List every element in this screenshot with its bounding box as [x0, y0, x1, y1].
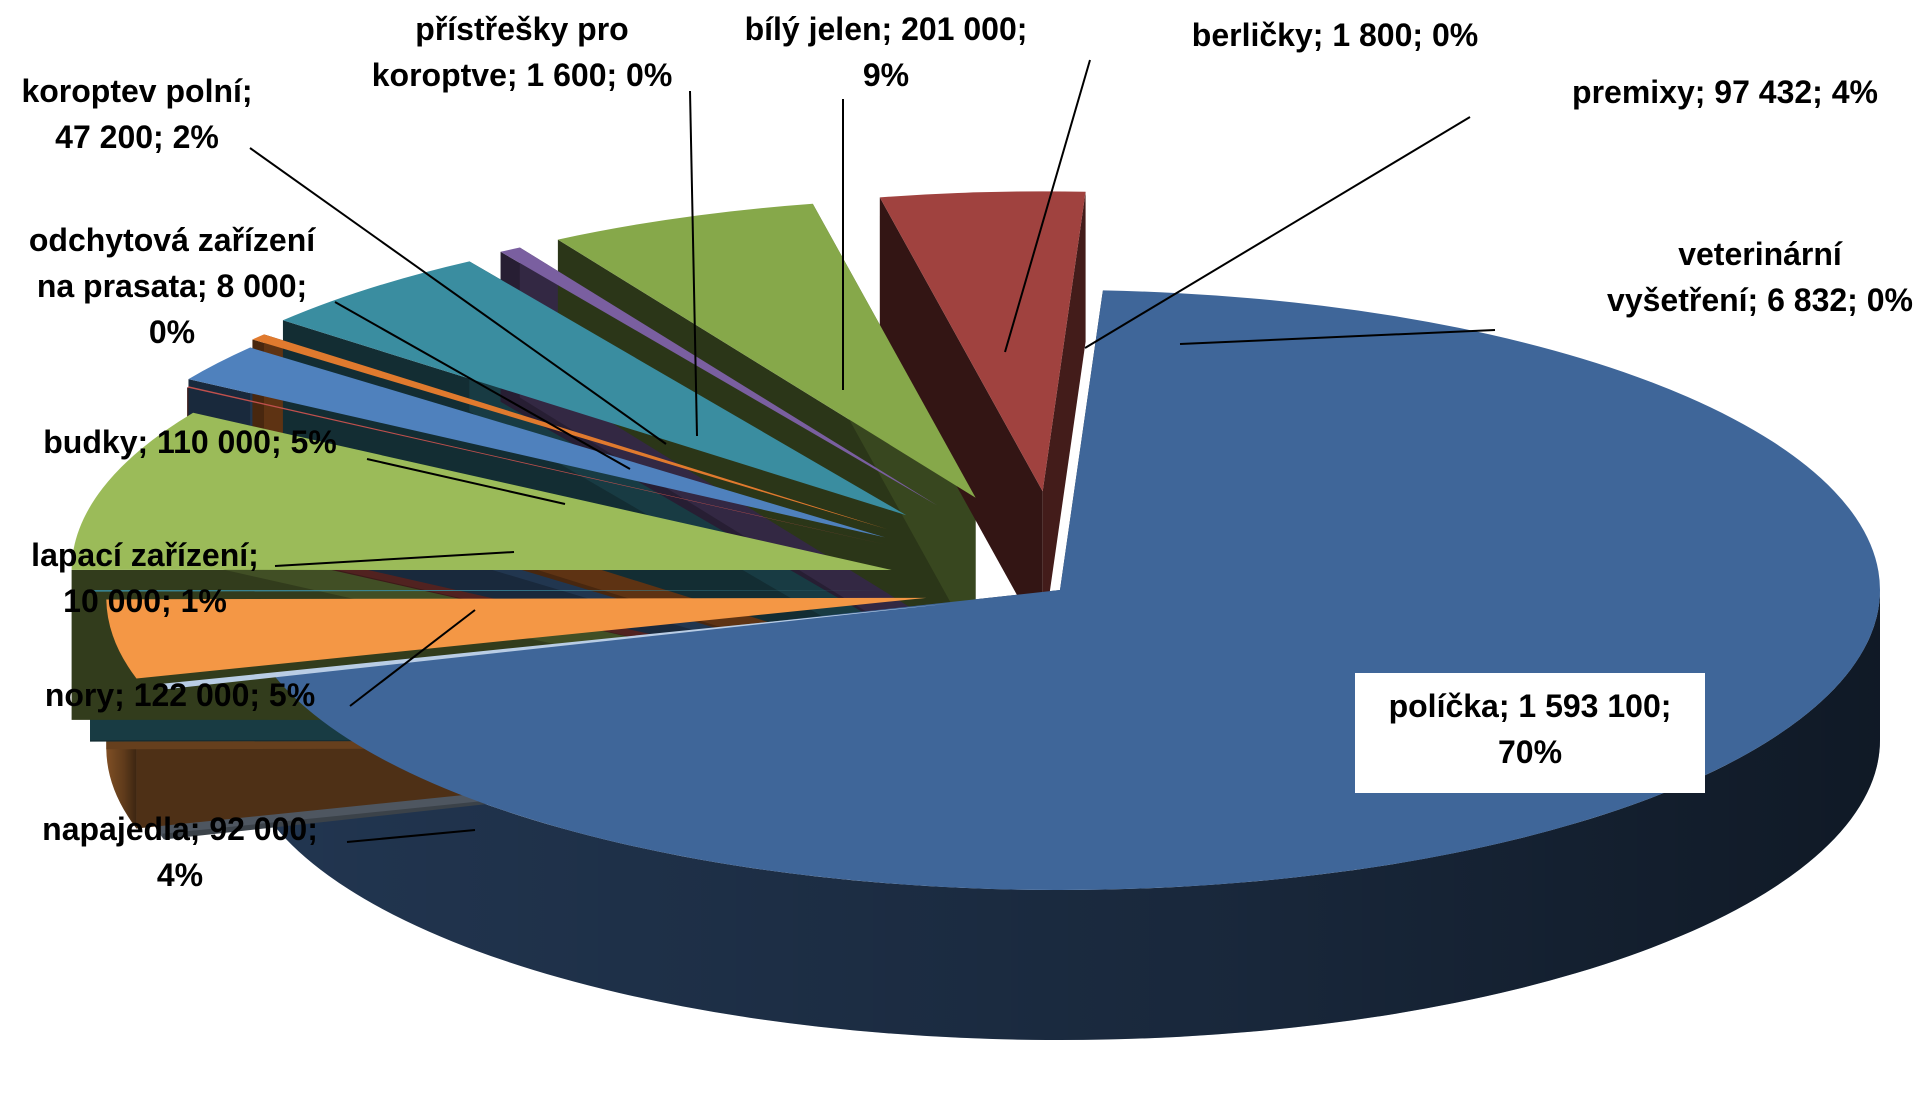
- pie-slice-1: [159, 603, 950, 690]
- pie-slice-5: [187, 386, 886, 545]
- leader-line-3: [1004, 59, 1091, 353]
- data-label-5-0: přístřešky pro: [415, 11, 628, 47]
- pie-slice-3: [90, 590, 911, 592]
- data-label-0-1: 70%: [1498, 734, 1562, 770]
- pie-slice-8: [282, 261, 907, 516]
- pie-slice-4: [71, 412, 892, 570]
- data-label-6-1: 47 200; 2%: [55, 119, 219, 155]
- leader-line-7: [334, 301, 631, 470]
- pie-slice-10: [557, 203, 976, 498]
- data-label-7-2: 0%: [149, 314, 195, 350]
- pie-slice-6: [188, 347, 886, 538]
- pie-slice-11: [879, 191, 1086, 492]
- data-label-2-0: premixy; 97 432; 4%: [1572, 74, 1878, 110]
- leader-line-10: [349, 609, 476, 707]
- data-label-9-0: lapací zařízení;: [31, 537, 259, 573]
- data-label-5-1: koroptve; 1 600; 0%: [372, 57, 673, 93]
- leader-lines: [249, 59, 1496, 843]
- pie-slice-7: [252, 334, 888, 530]
- leader-line-5: [689, 90, 698, 437]
- data-label-11-0: napajedla; 92 000;: [42, 811, 318, 847]
- data-label-1-1: vyšetření; 6 832; 0%: [1607, 282, 1913, 318]
- pie-wall-11-1: [1042, 191, 1086, 642]
- leader-line-2: [1084, 116, 1471, 349]
- pie-slice-9: [500, 247, 938, 506]
- label-box-0: [1355, 673, 1705, 793]
- data-label-10-0: nory; 122 000; 5%: [45, 677, 315, 713]
- data-label-3-0: berličky; 1 800; 0%: [1192, 17, 1478, 53]
- leader-line-11: [346, 829, 476, 843]
- leader-line-8: [366, 458, 566, 505]
- data-label-7-1: na prasata; 8 000;: [37, 268, 307, 304]
- data-label-9-1: 10 000; 1%: [63, 583, 227, 619]
- data-labels: políčka; 1 593 100; 70% veterinární vyšetře…: [21, 11, 1913, 893]
- leader-line-6: [249, 147, 667, 445]
- data-label-4-0: bílý jelen; 201 000;: [745, 11, 1028, 47]
- data-label-11-1: 4%: [157, 857, 203, 893]
- data-label-6-0: koroptev polní;: [21, 73, 252, 109]
- data-label-8-0: budky; 110 000; 5%: [43, 424, 336, 460]
- data-label-4-1: 9%: [863, 57, 909, 93]
- pie-rim-shade-0: [274, 590, 1881, 1040]
- pie-wall-11-0: [879, 197, 1043, 642]
- data-label-7-0: odchytová zařízení: [29, 222, 316, 258]
- pie-slice-2: [106, 597, 927, 679]
- leader-line-9: [274, 551, 515, 567]
- leader-line-1: [1179, 329, 1496, 345]
- data-label-1-0: veterinární: [1678, 236, 1843, 272]
- data-label-0-0: políčka; 1 593 100;: [1389, 688, 1672, 724]
